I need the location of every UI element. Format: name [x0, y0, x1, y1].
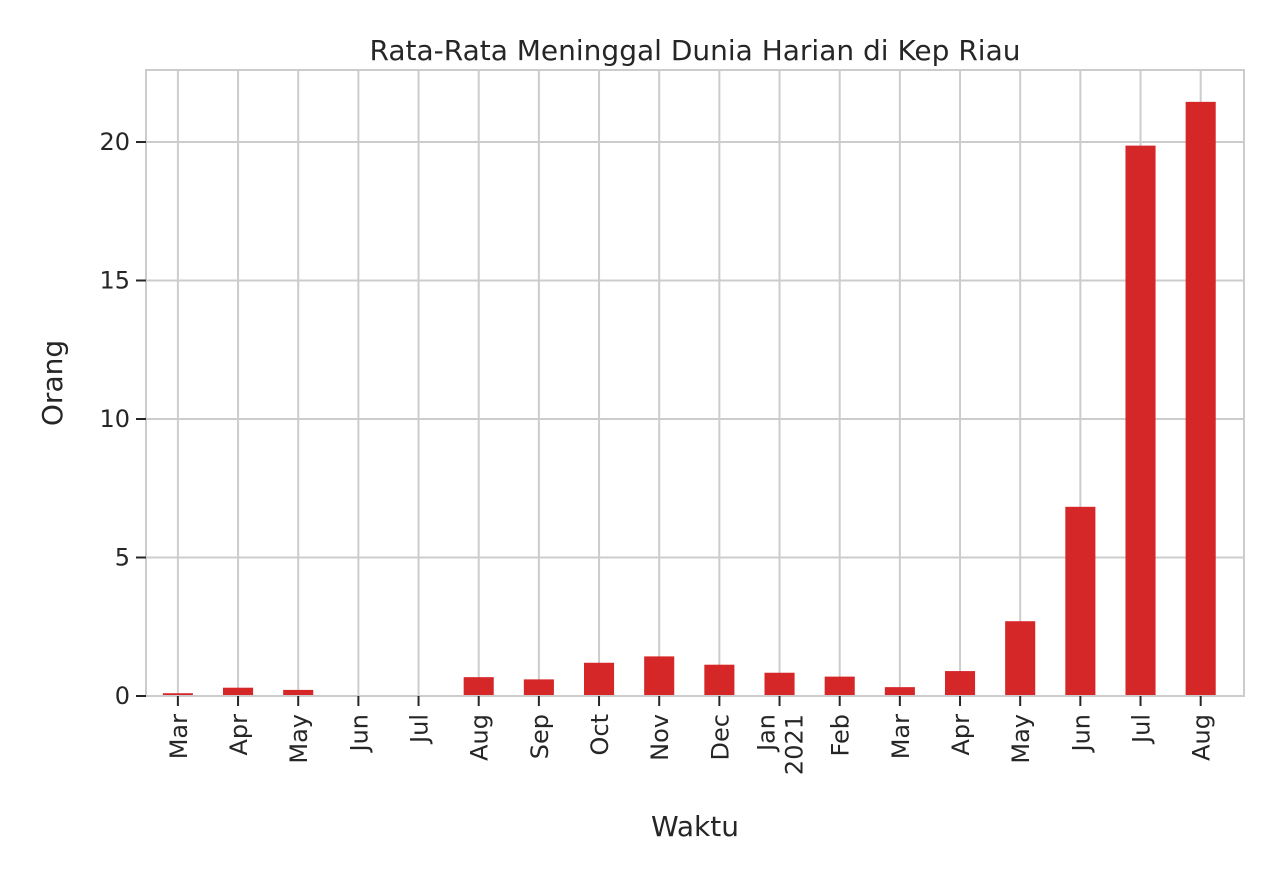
x-tick-label-group: Jun	[345, 714, 373, 754]
x-tick-label: Feb	[827, 714, 855, 757]
x-tick-label-group: Nov	[646, 714, 674, 761]
bar	[644, 656, 675, 696]
x-tick-label: Mar	[165, 714, 193, 759]
y-tick-label: 15	[99, 267, 130, 295]
x-tick-label: 2021	[781, 714, 809, 775]
x-tick-label: Aug	[466, 714, 494, 761]
x-tick-label: Oct	[586, 714, 614, 756]
x-tick-label: Dec	[706, 714, 734, 760]
x-tick-label: Nov	[646, 714, 674, 761]
bar	[283, 689, 314, 696]
x-tick-label: Jul	[1128, 714, 1156, 745]
x-axis-label: Waktu	[651, 810, 739, 843]
x-tick-label: Jul	[406, 714, 434, 745]
y-tick-label: 0	[115, 682, 130, 710]
x-tick-label-group: May	[285, 714, 313, 764]
x-tick-label-group: Mar	[165, 714, 193, 759]
x-tick-label: Aug	[1188, 714, 1216, 761]
x-tick-label-group: Dec	[706, 714, 734, 760]
plot-frame	[145, 69, 1245, 697]
x-tick-label: Jun	[1067, 714, 1095, 754]
bar	[523, 679, 554, 696]
x-tick-label-group: Jun	[1067, 714, 1095, 754]
bar	[1005, 621, 1036, 696]
bar	[704, 664, 735, 696]
bar	[583, 662, 615, 696]
x-tick-label: Jun	[345, 714, 373, 754]
x-tick-label-group: Aug	[1188, 714, 1216, 761]
x-tick-label-group: Mar	[887, 714, 915, 759]
x-tick-label-group: Apr	[947, 714, 975, 756]
bar	[764, 672, 795, 696]
x-tick-label-group: Jul	[406, 714, 434, 745]
y-axis-label: Orang	[36, 340, 69, 426]
bar	[1125, 145, 1156, 696]
bar	[944, 671, 976, 696]
x-tick-label-group: Feb	[827, 714, 855, 757]
bar	[1185, 101, 1216, 696]
x-tick-label-group: May	[1007, 714, 1035, 764]
x-tick-label: Mar	[887, 714, 915, 759]
x-tick-label: May	[1007, 714, 1035, 764]
x-tick-label: Apr	[225, 714, 253, 756]
y-ticks: 0 5 10 15 20	[99, 128, 146, 710]
bar	[463, 677, 494, 696]
y-tick-label: 5	[115, 544, 130, 572]
x-ticks: Mar Apr May Jun Jul Aug Sep Oct Nov Dec Jan 2021 Feb…	[165, 696, 1216, 775]
bar	[824, 676, 855, 696]
bar	[223, 687, 254, 696]
x-tick-label-group: Sep	[526, 714, 554, 759]
y-tick-label: 20	[99, 128, 130, 156]
chart-title: Rata-Rata Meninggal Dunia Harian di Kep …	[370, 34, 1021, 67]
x-tick-label-group: Jul	[1128, 714, 1156, 745]
x-tick-label-group: Apr	[225, 714, 253, 756]
y-tick-label: 10	[99, 405, 130, 433]
bar	[884, 687, 915, 696]
x-tick-label: Apr	[947, 714, 975, 756]
bars	[162, 101, 1216, 696]
x-tick-label-group: Jan 2021	[753, 714, 809, 775]
x-tick-label-group: Oct	[586, 714, 614, 756]
bar	[162, 693, 193, 696]
bar	[1065, 506, 1096, 696]
x-tick-label: Sep	[526, 714, 554, 759]
x-tick-label-group: Aug	[466, 714, 494, 761]
x-tick-label: Jan	[753, 714, 781, 753]
x-tick-label: May	[285, 714, 313, 764]
